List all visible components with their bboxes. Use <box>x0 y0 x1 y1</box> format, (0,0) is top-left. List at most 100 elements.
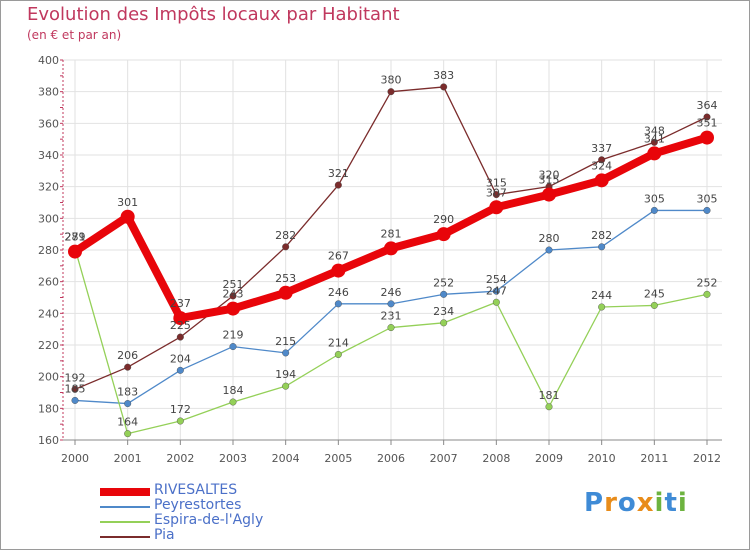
data-label-espira-de-l-agly: 214 <box>328 337 349 350</box>
x-tick-label: 2012 <box>693 452 721 465</box>
data-label-rivesaltes: 281 <box>381 227 402 240</box>
data-point-pia <box>229 292 237 300</box>
data-point-peyrestortes <box>492 287 500 295</box>
legend-swatch <box>100 488 150 496</box>
data-label-rivesaltes: 307 <box>486 186 507 199</box>
data-label-rivesaltes: 290 <box>433 213 454 226</box>
series-layer <box>68 83 714 438</box>
data-point-pia <box>703 113 711 121</box>
data-point-espira-de-l-agly <box>440 319 448 327</box>
data-label-pia: 364 <box>697 99 718 112</box>
x-tick-label: 2006 <box>377 452 405 465</box>
data-label-pia: 380 <box>381 74 402 87</box>
x-tick-label: 2003 <box>219 452 247 465</box>
data-point-rivesaltes <box>436 227 451 242</box>
data-label-peyrestortes: 204 <box>170 352 191 365</box>
data-label-pia: 282 <box>275 229 296 242</box>
data-labels: 2793012372432532672812903073153243413511… <box>65 69 718 429</box>
y-tick-label: 300 <box>38 212 59 225</box>
data-point-rivesaltes <box>384 241 398 256</box>
data-point-rivesaltes <box>647 146 662 161</box>
data-label-espira-de-l-agly: 194 <box>275 368 296 381</box>
data-label-rivesaltes: 243 <box>223 288 244 301</box>
data-point-pia <box>440 83 448 91</box>
x-tick-label: 2010 <box>588 452 616 465</box>
y-tick-label: 160 <box>38 434 59 447</box>
data-point-espira-de-l-agly <box>124 430 132 438</box>
data-label-peyrestortes: 246 <box>328 286 349 299</box>
data-point-pia <box>124 363 132 371</box>
data-label-pia: 251 <box>223 278 244 291</box>
x-tick-label: 2002 <box>166 452 194 465</box>
logo-letter: i <box>677 488 688 518</box>
data-point-peyrestortes <box>176 366 184 374</box>
y-tick-label: 240 <box>38 307 59 320</box>
x-tick-label: 2004 <box>272 452 300 465</box>
y-tick-label: 380 <box>38 86 59 99</box>
data-label-pia: 206 <box>117 349 138 362</box>
x-tick-label: 2005 <box>324 452 352 465</box>
data-point-espira-de-l-agly <box>598 303 606 311</box>
proxiti-logo: Proxiti <box>584 488 688 518</box>
data-label-rivesaltes: 237 <box>170 297 191 310</box>
data-point-rivesaltes <box>542 187 556 202</box>
data-point-rivesaltes <box>226 301 240 316</box>
data-label-pia: 348 <box>644 124 665 137</box>
data-label-rivesaltes: 324 <box>591 159 612 172</box>
data-label-espira-de-l-agly: 281 <box>65 230 86 243</box>
data-point-rivesaltes <box>331 263 346 278</box>
legend-swatch <box>100 506 150 508</box>
data-label-peyrestortes: 215 <box>275 335 296 348</box>
data-label-pia: 337 <box>591 142 612 155</box>
data-label-espira-de-l-agly: 245 <box>644 287 665 300</box>
data-point-peyrestortes <box>124 400 132 408</box>
logo-letter: t <box>664 488 678 518</box>
x-tick-label: 2001 <box>114 452 142 465</box>
data-point-peyrestortes <box>650 206 658 214</box>
data-point-pia <box>282 243 290 251</box>
data-point-pia <box>387 88 395 96</box>
axes: 160 180 200 220 240 260 280 300 320 340 360 380 400 2… <box>38 54 722 465</box>
legend-label: Espira-de-l'Agly <box>154 512 264 528</box>
data-point-espira-de-l-agly <box>703 290 711 298</box>
data-point-rivesaltes <box>68 244 82 259</box>
x-tick-label: 2000 <box>61 452 89 465</box>
data-label-rivesaltes: 279 <box>65 231 86 244</box>
data-point-espira-de-l-agly <box>387 324 395 332</box>
y-tick-label: 320 <box>38 181 59 194</box>
data-point-espira-de-l-agly <box>229 398 237 406</box>
data-point-peyrestortes <box>598 243 606 251</box>
data-label-rivesaltes: 341 <box>644 132 665 145</box>
data-label-espira-de-l-agly: 231 <box>381 310 402 323</box>
data-label-rivesaltes: 351 <box>697 117 718 130</box>
data-label-rivesaltes: 315 <box>539 174 560 187</box>
data-label-peyrestortes: 305 <box>644 192 665 205</box>
data-label-peyrestortes: 219 <box>223 329 244 342</box>
x-tick-label: 2009 <box>535 452 563 465</box>
data-point-peyrestortes <box>387 300 395 308</box>
legend-label: Pia <box>154 527 175 543</box>
data-point-espira-de-l-agly <box>176 417 184 425</box>
data-label-espira-de-l-agly: 164 <box>117 416 138 429</box>
data-point-espira-de-l-agly <box>650 301 658 309</box>
data-point-pia <box>650 138 658 146</box>
logo-letter: r <box>604 488 618 518</box>
data-point-pia <box>598 156 606 164</box>
logo-letter: P <box>584 488 605 518</box>
data-label-espira-de-l-agly: 172 <box>170 403 191 416</box>
y-tick-label: 200 <box>38 371 59 384</box>
y-tick-label: 340 <box>38 149 59 162</box>
y-tick-label: 260 <box>38 276 59 289</box>
y-tick-label: 400 <box>38 54 59 67</box>
data-point-peyrestortes <box>440 290 448 298</box>
data-point-rivesaltes <box>594 173 609 188</box>
data-label-rivesaltes: 267 <box>328 250 349 263</box>
data-label-peyrestortes: 254 <box>486 273 507 286</box>
legend-swatch <box>100 521 150 523</box>
data-label-pia: 225 <box>170 319 191 332</box>
data-label-pia: 321 <box>328 167 349 180</box>
data-label-rivesaltes: 253 <box>275 272 296 285</box>
y-tick-label: 280 <box>38 244 59 257</box>
data-label-peyrestortes: 280 <box>539 232 560 245</box>
data-label-espira-de-l-agly: 247 <box>486 284 507 297</box>
